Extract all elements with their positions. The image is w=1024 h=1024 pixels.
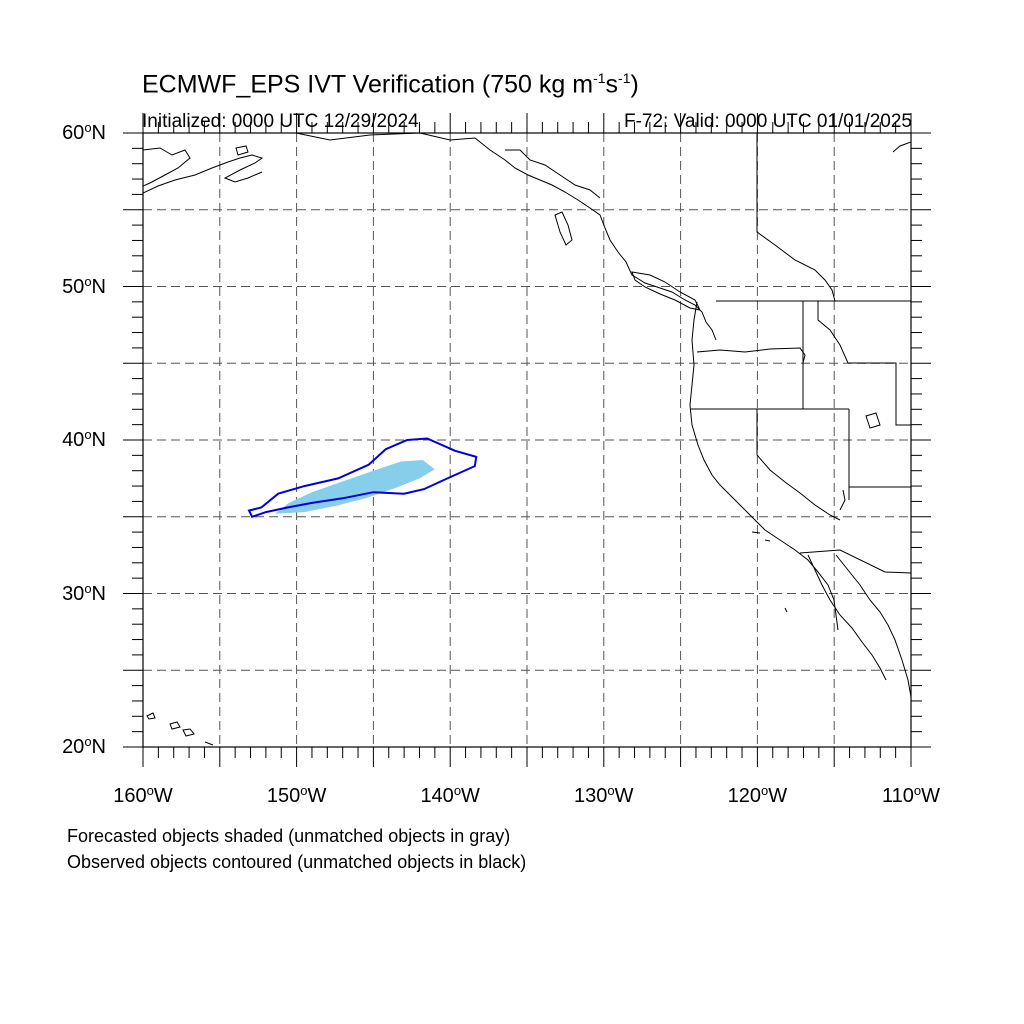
lat-label-value: 60	[62, 122, 85, 144]
degree-symbol: o	[84, 427, 92, 442]
degree-symbol: o	[300, 783, 308, 798]
degree-symbol: o	[761, 783, 769, 798]
us-mexico-border	[799, 549, 911, 574]
california-nevada-border	[756, 409, 841, 521]
lat-label: 20oN	[62, 734, 106, 759]
alaska-coast	[143, 147, 191, 187]
hawaii-island	[204, 741, 214, 746]
lon-label-value: 110	[881, 785, 914, 807]
hudson-coast	[892, 141, 911, 153]
lat-label-value: 40	[62, 429, 85, 451]
lon-label-hemisphere: W	[768, 785, 788, 807]
graticule	[143, 133, 911, 747]
legend-observed-note: Observed objects contoured (unmatched ob…	[67, 852, 527, 872]
channel-island	[764, 539, 771, 542]
lon-label-hemisphere: W	[921, 785, 941, 807]
axis-ticks	[123, 113, 931, 767]
degree-symbol: o	[607, 783, 615, 798]
lat-label-hemisphere: N	[91, 736, 106, 758]
lon-label-hemisphere: W	[153, 785, 173, 807]
vancouver-island	[631, 271, 701, 311]
baja-california	[807, 554, 887, 681]
observed-ivt-contour	[247, 437, 478, 519]
lon-label-value: 120	[727, 785, 762, 807]
degree-symbol: o	[913, 783, 922, 798]
lon-label-hemisphere: W	[461, 785, 480, 807]
lat-label-value: 50	[62, 275, 85, 298]
degree-symbol: o	[453, 783, 462, 798]
initialized-label: Initialized: 0000 UTC 12/29/2024	[142, 111, 419, 132]
idaho-east-border	[817, 301, 849, 364]
guadalupe-island	[784, 607, 788, 613]
lat-label-value: 20	[62, 736, 85, 758]
lon-label: 150oW	[267, 783, 327, 808]
lon-label-hemisphere: W	[307, 785, 327, 807]
degree-symbol: o	[146, 783, 154, 798]
great-salt-lake	[865, 412, 881, 429]
degree-symbol: o	[84, 580, 92, 596]
degree-symbol: o	[84, 273, 92, 289]
us-west-coast	[689, 301, 839, 631]
lon-label-hemisphere: W	[614, 785, 634, 807]
alaska-panhandle	[505, 149, 601, 199]
coastlines-borders	[143, 133, 911, 746]
lon-label: 140oW	[420, 783, 480, 808]
lon-label-value: 150	[266, 785, 301, 807]
lon-label: 130oW	[574, 783, 634, 808]
legend-forecast-note: Forecasted objects shaded (unmatched obj…	[67, 826, 511, 846]
kodiak-island	[235, 145, 249, 156]
mexico-mainland-coast	[835, 554, 911, 698]
lat-label: 40oN	[62, 427, 106, 452]
degree-symbol: o	[84, 120, 92, 135]
lat-label: 50oN	[62, 274, 106, 299]
lon-label: 160oW	[113, 783, 173, 808]
lat-label-hemisphere: N	[91, 429, 106, 451]
hawaii-island	[182, 728, 195, 737]
map-title: ECMWF_EPS IVT Verification (750 kg m-1s-…	[142, 70, 639, 99]
washington-oregon-border	[696, 347, 806, 364]
lon-label-value: 160	[113, 785, 147, 807]
lon-label: 110oW	[882, 783, 940, 808]
degree-symbol: o	[84, 734, 92, 749]
lat-label-hemisphere: N	[91, 582, 106, 605]
lat-label-hemisphere: N	[91, 122, 106, 144]
channel-island	[751, 531, 761, 534]
lat-label-value: 30	[62, 582, 85, 605]
lat-label-hemisphere: N	[91, 275, 106, 298]
wyoming-border	[848, 362, 911, 426]
lon-label-value: 140	[420, 785, 454, 807]
bc-alberta-border	[756, 133, 836, 302]
hawaii-island	[169, 721, 181, 730]
gulf-of-alaska-coast	[295, 133, 717, 341]
lat-label: 60oN	[62, 120, 106, 145]
hawaii-island	[146, 712, 156, 720]
forecast-ivt-object	[275, 460, 435, 514]
haida-gwaii	[554, 211, 573, 246]
lon-label: 120oW	[728, 783, 788, 808]
colorado-river	[839, 489, 846, 511]
lon-label-value: 130	[574, 785, 608, 807]
lat-label: 30oN	[62, 581, 106, 606]
alaska-peninsula-coast	[143, 154, 264, 194]
